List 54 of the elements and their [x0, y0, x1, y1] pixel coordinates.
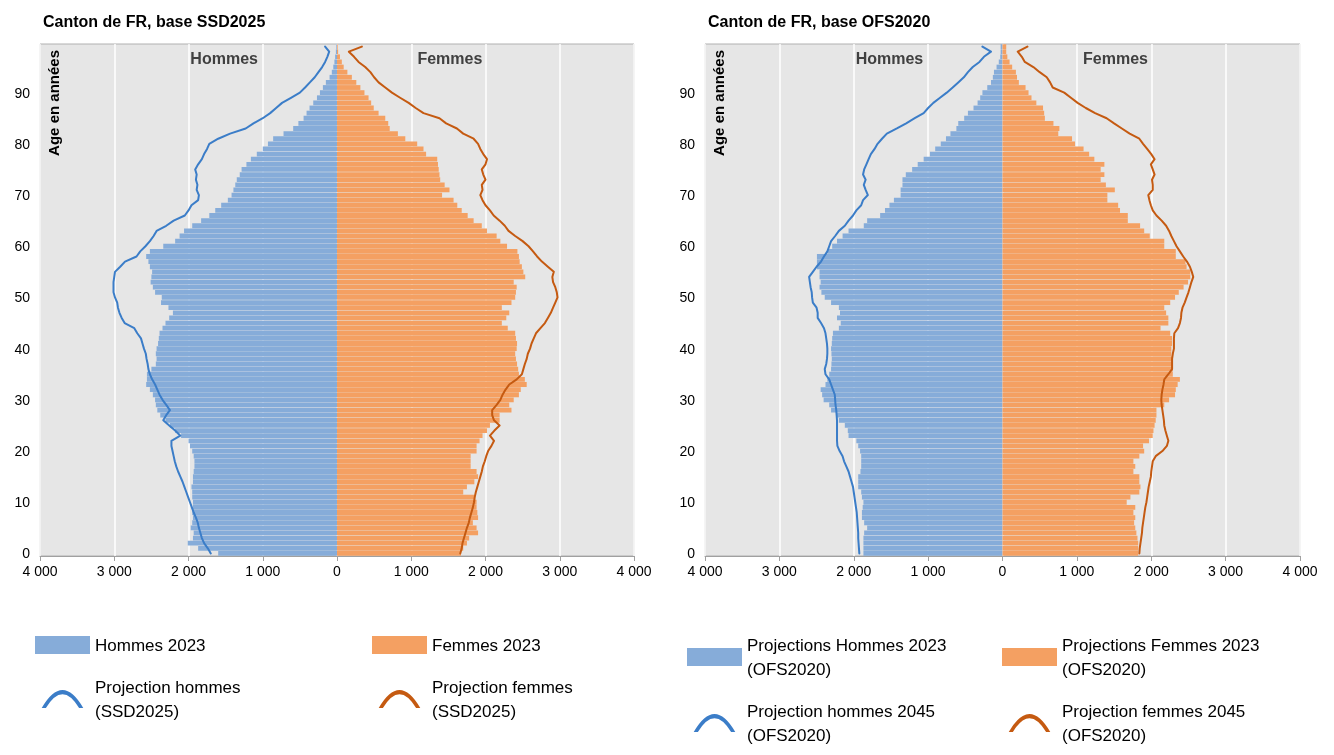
x-tick-label: 3 000: [761, 563, 798, 579]
y-tick-label: 20: [679, 443, 696, 460]
legend-label: Femmes 2023: [432, 635, 541, 655]
x-tick-label: 3 000: [1208, 563, 1244, 579]
x-tick-label: 4 000: [22, 563, 58, 579]
annotation: Hommes: [190, 49, 259, 67]
x-tick-label: 1 000: [910, 563, 946, 579]
y-tick-label: 10: [679, 494, 696, 511]
y-tick-label: 60: [14, 238, 31, 255]
legend-label: Projection hommes (SSD2025): [95, 677, 246, 721]
y-axis-title: Age en années: [710, 50, 727, 156]
annotation: Femmes: [1083, 49, 1149, 67]
y-tick-label: 80: [14, 135, 31, 152]
legend-label: Projections Femmes 2023 (OFS2020): [1062, 635, 1265, 679]
x-tick-label: 0: [998, 563, 1007, 579]
legend-label: Projection hommes 2045 (OFS2020): [747, 701, 940, 745]
y-tick-label: 30: [679, 391, 696, 408]
x-tick-label: 3 000: [542, 563, 578, 579]
x-tick-label: 2 000: [836, 563, 872, 579]
y-tick-label: 80: [679, 135, 696, 152]
x-tick-label: 1 000: [1059, 563, 1095, 579]
y-tick-label: 0: [22, 545, 31, 562]
y-tick-label: 10: [14, 494, 31, 511]
y-tick-label: 60: [679, 238, 696, 255]
x-tick-label: 1 000: [393, 563, 429, 579]
y-tick-label: 90: [679, 84, 696, 101]
x-tick-label: 2 000: [1133, 563, 1169, 579]
chart-title: Canton de FR, base OFS2020: [708, 12, 931, 30]
annotation: Hommes: [855, 49, 924, 67]
x-tick-label: 2 000: [467, 563, 504, 579]
y-tick-label: 20: [14, 443, 31, 460]
x-tick-label: 4 000: [687, 563, 723, 579]
y-axis-title: Age en années: [45, 50, 62, 156]
y-tick-label: 40: [679, 340, 696, 357]
legend-label: Projection femmes 2045 (OFS2020): [1062, 701, 1251, 745]
y-tick-label: 50: [14, 289, 31, 306]
y-tick-label: 30: [14, 391, 31, 408]
x-tick-label: 3 000: [96, 563, 132, 579]
legend-label: Projections Hommes 2023 (OFS2020): [747, 635, 952, 679]
y-tick-label: 70: [14, 187, 31, 204]
legend-label: Projection femmes (SSD2025): [432, 677, 578, 721]
x-tick-label: 1 000: [245, 563, 281, 579]
x-tick-label: 4 000: [616, 563, 652, 579]
x-tick-label: 4 000: [1282, 563, 1318, 579]
y-tick-label: 40: [14, 340, 31, 357]
y-tick-label: 0: [687, 545, 696, 562]
annotation: Femmes: [417, 49, 483, 67]
y-tick-label: 70: [679, 187, 696, 204]
x-tick-label: 2 000: [170, 563, 207, 579]
legend-label: Hommes 2023: [95, 635, 206, 655]
chart-title: Canton de FR, base SSD2025: [43, 12, 266, 30]
y-tick-label: 90: [14, 84, 31, 101]
y-tick-label: 50: [679, 289, 696, 306]
x-tick-label: 0: [333, 563, 342, 579]
